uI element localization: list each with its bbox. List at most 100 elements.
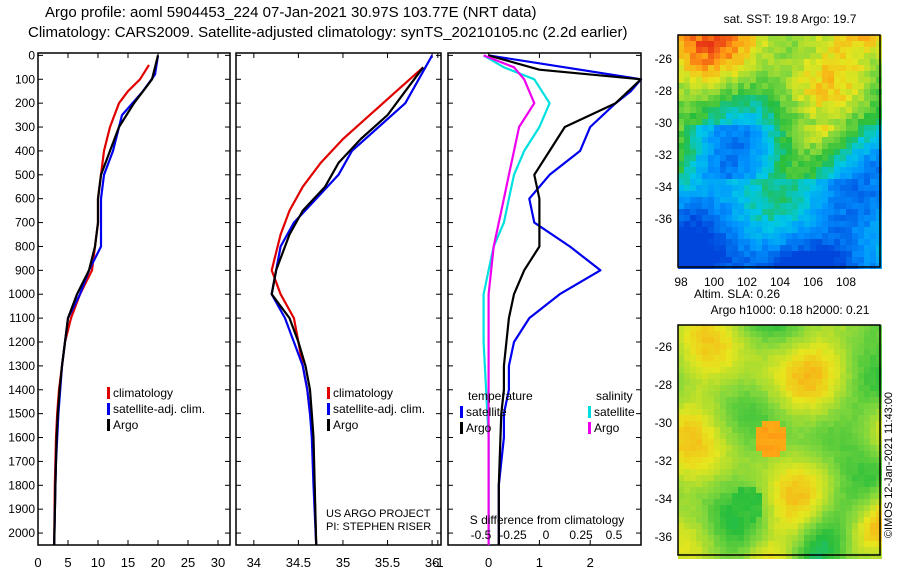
y-tick-label: 900	[15, 263, 35, 277]
x-tick-label: 35	[336, 555, 350, 570]
y-tick-label: 100	[15, 72, 35, 86]
y-tick-label: 1200	[8, 335, 35, 349]
sla-y-tick-label: -34	[655, 492, 673, 506]
sla-map-subtitle: Argo h1000: 0.18 h2000: 0.21	[711, 303, 870, 317]
legend-label: climatology	[333, 386, 393, 400]
legend-label: Argo	[113, 418, 139, 432]
x-tick-label: 20	[151, 555, 165, 570]
sst-y-tick-label: -34	[655, 180, 673, 194]
x-tick-label: 2	[587, 555, 594, 570]
sla-y-tick-label: -28	[655, 378, 673, 392]
sla-map-frame	[677, 324, 881, 556]
series-line-temperature-argo	[488, 54, 643, 545]
sst-y-tick-label: -28	[655, 84, 673, 98]
sla-map-title: Altim. SLA: 0.26	[694, 287, 780, 301]
sla-map	[678, 325, 882, 559]
y-tick-label: 1100	[9, 311, 35, 325]
panel-frame-salinity	[235, 52, 442, 546]
y-tick-label: 1900	[8, 502, 35, 516]
sst-map	[678, 35, 882, 269]
series-line-climatology	[270, 66, 424, 546]
secondary-x-tick-label: 0	[543, 528, 550, 542]
panel-frame-temperature	[37, 52, 231, 546]
legend-label: satellite	[594, 405, 635, 419]
project-annotation: US ARGO PROJECT	[326, 508, 431, 520]
y-tick-label: 400	[15, 144, 35, 158]
sst-y-tick-label: -30	[655, 116, 673, 130]
sst-map-frame	[677, 34, 881, 268]
sst-y-tick-label: -36	[655, 212, 673, 226]
y-tick-label: 1600	[8, 431, 35, 445]
x-tick-label: 36	[425, 555, 439, 570]
x-tick-label: 15	[121, 555, 135, 570]
legend-label: Argo	[594, 421, 620, 435]
sst-map-title: sat. SST: 19.8 Argo: 19.7	[724, 12, 857, 26]
sla-y-tick-label: -32	[655, 454, 673, 468]
y-tick-label: 1000	[8, 287, 35, 301]
x-tick-label: 35.5	[375, 555, 400, 570]
series-line-salinity-argo	[483, 54, 536, 545]
x-tick-label: 0	[485, 555, 492, 570]
series-line-climatology	[53, 64, 150, 546]
series-line-satellite	[53, 55, 160, 546]
sst-x-tick-label: 98	[674, 275, 688, 289]
legend-label: satellite-adj. clim.	[113, 402, 205, 416]
legend-marker	[588, 406, 591, 418]
legend-label: satellite	[466, 405, 507, 419]
legend-label: climatology	[113, 386, 173, 400]
secondary-x-tick-label: 0.25	[569, 528, 593, 542]
y-tick-label: 700	[15, 216, 35, 230]
sst-y-tick-label: -26	[655, 52, 673, 66]
panel-frame-difference-from-climatology	[447, 52, 642, 546]
x-tick-label: 25	[181, 555, 195, 570]
legend-marker	[107, 387, 110, 399]
legend-marker	[327, 419, 330, 431]
y-tick-label: 600	[15, 192, 35, 206]
legend-marker	[327, 403, 330, 415]
x-tick-label: 34	[247, 555, 261, 570]
sla-y-tick-label: -30	[655, 416, 673, 430]
series-line-satellite	[270, 54, 434, 546]
secondary-x-tick-label: 0.5	[606, 528, 623, 542]
x-tick-label: 34.5	[286, 555, 311, 570]
secondary-x-tick-label: -0.25	[499, 528, 527, 542]
series-line-argo	[270, 66, 425, 546]
series-line-temperature-satellite	[488, 54, 643, 545]
x-tick-label: 10	[91, 555, 105, 570]
y-tick-label: 200	[15, 96, 35, 110]
legend-title-temperature: temperature	[468, 389, 533, 403]
sla-y-tick-label: -36	[655, 530, 673, 544]
y-tick-label: 1400	[8, 383, 35, 397]
imos-credit: ©IMOS 12-Jan-2021 11:43:00	[883, 392, 895, 538]
legend-marker	[460, 422, 463, 434]
sst-x-tick-label: 100	[704, 275, 724, 289]
y-tick-label: 2000	[8, 526, 35, 540]
title-line-2: Climatology: CARS2009. Satellite-adjuste…	[28, 24, 628, 41]
legend-label: satellite-adj. clim.	[333, 402, 425, 416]
sst-y-tick-label: -32	[655, 148, 673, 162]
legend-title-salinity: salinity	[596, 389, 633, 403]
y-tick-label: 1700	[8, 454, 35, 468]
sst-x-tick-label: 108	[836, 275, 856, 289]
y-tick-label: 1300	[8, 359, 35, 373]
y-tick-label: 1500	[8, 407, 35, 421]
sla-y-tick-label: -26	[655, 340, 673, 354]
y-tick-label: 800	[15, 239, 35, 253]
sst-x-tick-label: 106	[803, 275, 823, 289]
sst-x-tick-label: 102	[737, 275, 757, 289]
legend-marker	[327, 387, 330, 399]
legend-label: Argo	[466, 421, 492, 435]
y-tick-label: 300	[15, 120, 35, 134]
x-tick-label: -1	[432, 555, 444, 570]
title-line-1: Argo profile: aoml 5904453_224 07-Jan-20…	[45, 4, 537, 21]
y-tick-label: 1800	[8, 478, 35, 492]
x-tick-label: 5	[64, 555, 71, 570]
y-tick-label: 500	[15, 168, 35, 182]
x-tick-label: 0	[34, 555, 41, 570]
legend-marker	[107, 403, 110, 415]
x-tick-label: 1	[536, 555, 543, 570]
sst-x-tick-label: 104	[770, 275, 790, 289]
secondary-x-tick-label: -0.5	[471, 528, 492, 542]
legend-marker	[460, 406, 463, 418]
